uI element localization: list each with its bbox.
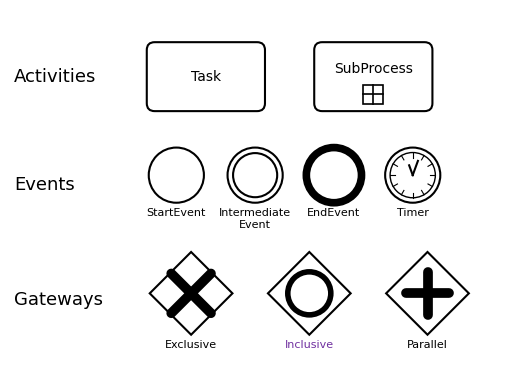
Text: SubProcess: SubProcess	[334, 62, 413, 76]
Text: Events: Events	[14, 176, 74, 194]
Bar	[364, 84, 383, 104]
Text: Inclusive: Inclusive	[285, 340, 334, 350]
Text: Timer: Timer	[397, 208, 428, 218]
Text: Intermediate
Event: Intermediate Event	[219, 208, 291, 230]
Text: StartEvent: StartEvent	[147, 208, 206, 218]
Text: EndEvent: EndEvent	[307, 208, 360, 218]
FancyBboxPatch shape	[147, 42, 265, 111]
Text: Task: Task	[191, 70, 221, 84]
Text: Activities: Activities	[14, 68, 96, 85]
Text: Exclusive: Exclusive	[165, 340, 217, 350]
Text: Gateways: Gateways	[14, 291, 103, 309]
FancyBboxPatch shape	[314, 42, 433, 111]
Text: Parallel: Parallel	[407, 340, 448, 350]
